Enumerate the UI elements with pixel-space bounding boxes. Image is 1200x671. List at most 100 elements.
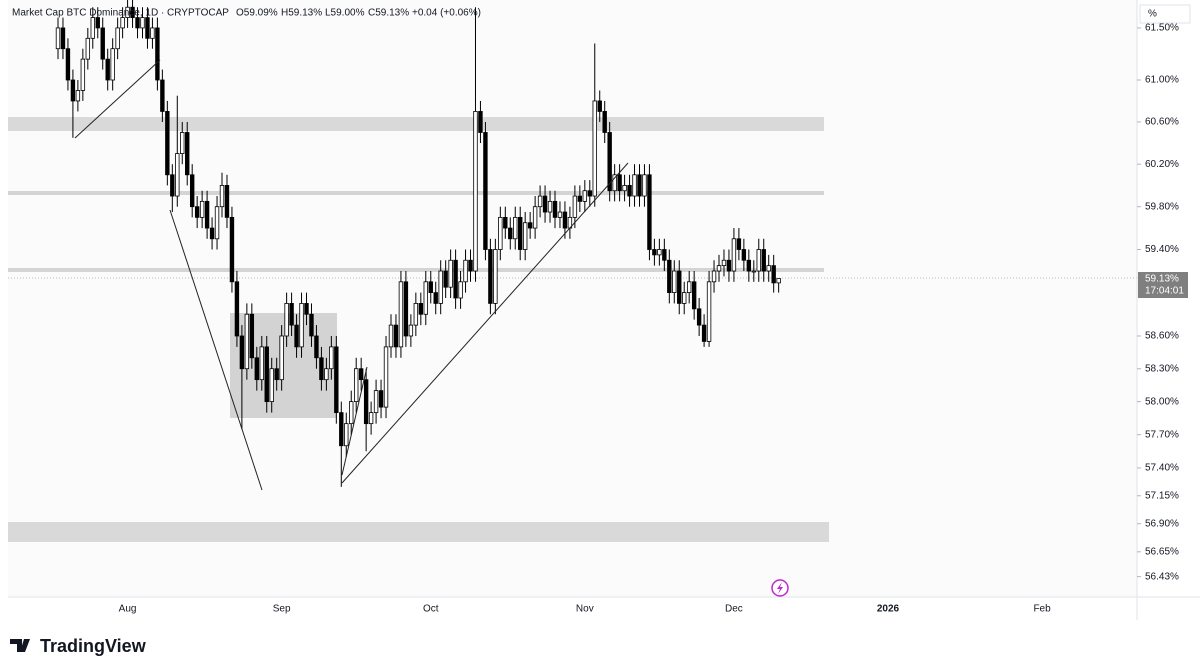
candle-body bbox=[662, 249, 667, 261]
candle-body bbox=[239, 335, 245, 370]
y-tick-label: 57.15% bbox=[1145, 490, 1179, 501]
candle-body bbox=[746, 259, 752, 272]
candle-body bbox=[95, 17, 100, 29]
candle-body bbox=[160, 79, 165, 112]
candle-body bbox=[373, 390, 379, 414]
y-tick-label: 58.30% bbox=[1145, 363, 1179, 374]
candle-body bbox=[612, 174, 617, 192]
candle-body bbox=[194, 206, 200, 218]
candle-body bbox=[85, 37, 91, 60]
countdown-label: 17:04:01 bbox=[1145, 286, 1184, 297]
candle-body bbox=[691, 281, 697, 310]
x-tick-label: Aug bbox=[119, 604, 137, 615]
candle-body bbox=[701, 324, 707, 342]
candle-body bbox=[274, 368, 279, 381]
candle-body bbox=[140, 17, 145, 29]
x-tick-label: Sep bbox=[273, 604, 291, 615]
y-tick-label: 61.50% bbox=[1145, 23, 1179, 34]
candle-body bbox=[602, 111, 607, 133]
candle-body bbox=[65, 48, 71, 81]
candle-body bbox=[522, 222, 528, 250]
candle-body bbox=[652, 249, 657, 256]
candle-body bbox=[100, 27, 105, 60]
candle-body bbox=[577, 195, 583, 202]
alert-icon[interactable] bbox=[771, 579, 789, 597]
y-tick-label: 59.80% bbox=[1145, 201, 1179, 212]
candle-body bbox=[55, 27, 61, 50]
candle-body bbox=[771, 265, 776, 284]
candle-body bbox=[289, 303, 294, 326]
candle-body bbox=[597, 100, 602, 112]
candle-body bbox=[259, 346, 264, 381]
candle-body bbox=[185, 132, 190, 176]
candle-body bbox=[309, 313, 314, 337]
plot-area bbox=[8, 0, 1137, 597]
candle-body bbox=[667, 259, 672, 293]
candle-body bbox=[408, 324, 414, 337]
candle-body bbox=[339, 412, 344, 447]
candle-body bbox=[403, 281, 409, 337]
candle-body bbox=[682, 292, 687, 304]
y-tick-label: 57.70% bbox=[1145, 429, 1179, 440]
candle-body bbox=[443, 270, 448, 288]
zone bbox=[8, 117, 824, 131]
candle-body bbox=[632, 174, 637, 197]
candle-body bbox=[711, 270, 717, 283]
candle-body bbox=[145, 17, 150, 39]
candle-body bbox=[433, 292, 438, 304]
candle-body bbox=[587, 190, 592, 197]
unit-box bbox=[1139, 4, 1191, 24]
candle-body bbox=[542, 195, 548, 213]
candle-body bbox=[165, 111, 170, 176]
candle-body bbox=[642, 174, 647, 197]
candle-body bbox=[607, 132, 612, 192]
candle-body bbox=[537, 195, 543, 208]
ohlc-open: O59.09% bbox=[236, 8, 278, 19]
candle-body bbox=[224, 185, 230, 218]
candle-body bbox=[279, 335, 284, 381]
ohlc-close: C59.13% bbox=[368, 8, 409, 19]
candle-body bbox=[677, 270, 682, 304]
candle-body bbox=[378, 390, 384, 408]
y-tick-label: 61.00% bbox=[1145, 75, 1179, 86]
candle-body bbox=[493, 249, 498, 304]
candle-body bbox=[368, 412, 374, 425]
y-tick-label: 58.60% bbox=[1145, 331, 1179, 342]
candle-body bbox=[75, 90, 81, 102]
candle-body bbox=[60, 27, 66, 50]
candle-body bbox=[572, 195, 578, 218]
candle-body bbox=[294, 324, 299, 348]
candle-body bbox=[503, 216, 508, 229]
candle-body bbox=[488, 249, 493, 304]
candle-body bbox=[736, 238, 742, 250]
trend-lines bbox=[74, 59, 629, 491]
candle-body bbox=[115, 27, 120, 50]
candle-body bbox=[80, 58, 86, 91]
time-axis bbox=[0, 597, 1200, 620]
x-tick-label: Feb bbox=[1033, 604, 1051, 615]
candle-body bbox=[105, 58, 110, 81]
candle-body bbox=[716, 265, 722, 272]
candle-body bbox=[344, 423, 349, 447]
trend-line bbox=[341, 366, 368, 476]
candle-body bbox=[170, 174, 175, 197]
y-tick-label: 59.40% bbox=[1145, 244, 1179, 255]
candle-body bbox=[284, 303, 289, 337]
candle-body bbox=[696, 308, 702, 326]
candle-body bbox=[319, 357, 324, 381]
x-tick-label: Nov bbox=[576, 604, 594, 615]
alert-icon-bolt[interactable] bbox=[777, 582, 783, 594]
candle-body bbox=[398, 281, 404, 348]
x-axis-labels: Aug Sep Oct Nov Dec 2026 Feb bbox=[119, 604, 1051, 615]
trend-line bbox=[341, 162, 629, 484]
candle-body bbox=[180, 132, 185, 155]
candle-body bbox=[189, 174, 195, 208]
level bbox=[8, 268, 824, 272]
candle-body bbox=[135, 17, 140, 29]
candle-body bbox=[518, 216, 523, 250]
candle-body bbox=[314, 335, 319, 359]
candle-body bbox=[204, 200, 210, 229]
y-tick-label: 58.00% bbox=[1145, 396, 1179, 407]
candle-body bbox=[592, 100, 597, 197]
